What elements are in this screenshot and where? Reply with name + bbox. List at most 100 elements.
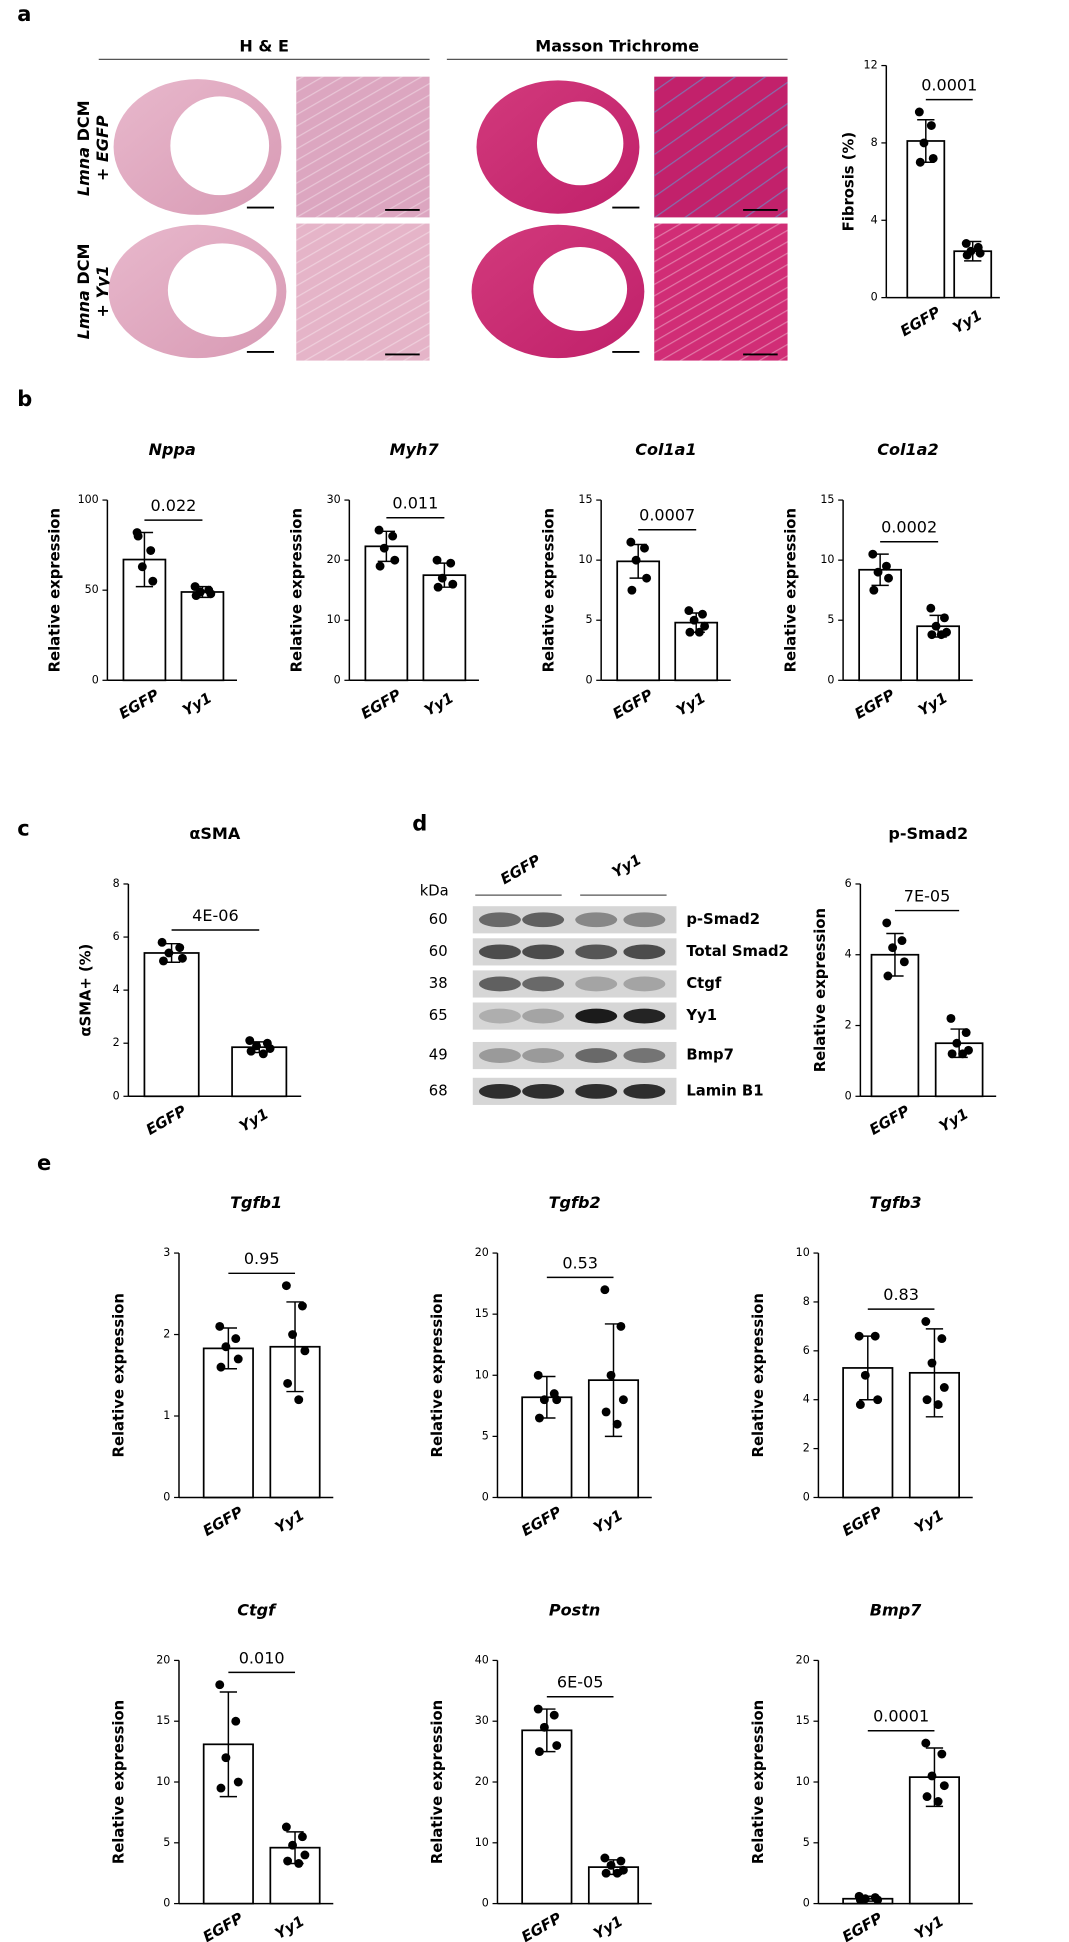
kda-value: 60 (429, 943, 448, 960)
data-point (939, 1781, 949, 1791)
data-point (258, 1049, 268, 1059)
data-point (606, 1370, 616, 1380)
data-point (616, 1321, 626, 1331)
chart: 0 1 2 3 Tgfb1 Relative expression EGFP Yy1 0.95 (111, 1193, 334, 1540)
band (522, 1083, 565, 1099)
x-tick-label: EGFP (867, 1102, 913, 1138)
y-tick-label: 0 (585, 673, 592, 686)
data-point (533, 1370, 543, 1380)
p-value: 0.95 (244, 1249, 280, 1268)
y-axis-label: Relative expression (540, 508, 557, 672)
y-tick-label: 10 (327, 613, 341, 626)
y-tick-label: 5 (163, 1836, 170, 1849)
panel-label: a (17, 2, 31, 26)
y-axis-label: Relative expression (429, 1293, 446, 1457)
data-point (539, 1722, 549, 1732)
y-tick-label: 8 (113, 877, 120, 890)
data-point (685, 627, 695, 637)
data-point (175, 943, 185, 953)
data-point (246, 1046, 256, 1056)
bar (364, 545, 409, 682)
chart: 0 10 20 30 Myh7 Relative expression EGFP Yy1 0.0… (288, 440, 479, 723)
data-point (961, 1028, 971, 1038)
p-value: 0.0001 (921, 76, 977, 95)
band (478, 976, 521, 992)
data-point (133, 531, 143, 541)
chart-title: Postn (549, 1601, 600, 1620)
band (522, 1008, 565, 1024)
cavity (170, 96, 270, 196)
data-point (446, 558, 456, 568)
bar (858, 568, 902, 682)
data-point (915, 157, 925, 167)
chart: 0 50 100 Nppa Relative expression EGFP Yy1 0.02… (47, 440, 238, 723)
y-tick-label: 6 (845, 877, 852, 890)
chart: 0 2 4 6 p-Smad2 Relative expression EGFP Yy1 7E-… (812, 824, 997, 1139)
band (522, 976, 565, 992)
y-tick-label: 10 (578, 553, 592, 566)
kda-label: kDa (420, 882, 449, 899)
x-tick-label: EGFP (519, 1503, 565, 1539)
stain-header: H & E (239, 37, 289, 56)
y-tick-label: 10 (156, 1775, 170, 1788)
band (575, 1083, 618, 1099)
data-point (933, 1400, 943, 1410)
chart: 0 2 4 6 8 αSMA αSMA+ (%) EGFP Yy1 4E-06 (77, 824, 302, 1139)
row-label: Lmna DCM (73, 244, 92, 340)
y-tick-label: 20 (475, 1775, 489, 1788)
data-point (626, 537, 636, 547)
data-point (300, 1850, 310, 1860)
data-point (178, 953, 187, 963)
protein-label: Yy1 (685, 1007, 717, 1024)
stain-header: Masson Trichrome (535, 37, 699, 56)
data-point (860, 1370, 870, 1380)
data-point (616, 1856, 626, 1866)
data-point (612, 1419, 622, 1429)
p-value: 0.0002 (881, 518, 937, 537)
y-axis-label: Relative expression (429, 1700, 446, 1864)
band (575, 976, 618, 992)
scale-bars (246, 206, 778, 356)
band (575, 1008, 618, 1024)
band (478, 912, 521, 928)
y-tick-label: 8 (803, 1295, 810, 1308)
y-tick-label: 10 (475, 1836, 489, 1849)
data-point (975, 248, 985, 258)
lane-group-label: EGFP (498, 852, 544, 888)
bar (180, 591, 225, 682)
band (623, 912, 666, 928)
x-tick-label: EGFP (358, 686, 404, 722)
data-point (146, 546, 156, 555)
x-tick-label: Yy1 (591, 1913, 626, 1942)
data-point (914, 107, 924, 117)
data-point (231, 1334, 241, 1344)
data-point (940, 613, 949, 623)
data-point (300, 1346, 310, 1356)
y-tick-label: 4 (113, 983, 120, 996)
panel-label: c (17, 817, 29, 841)
x-tick-label: Yy1 (237, 1106, 272, 1136)
data-point (958, 1049, 968, 1059)
data-point (936, 630, 946, 640)
band (478, 1008, 521, 1024)
x-tick-label: Yy1 (912, 1913, 947, 1942)
bar (202, 1347, 254, 1499)
x-tick-label: EGFP (143, 1102, 189, 1138)
data-point (158, 956, 168, 966)
y-tick-label: 20 (156, 1653, 170, 1666)
chart: 0 2 4 6 8 10 Tgfb3 Relative expression EGFP Yy1 0.… (750, 1193, 973, 1540)
data-point (854, 1331, 864, 1341)
band (575, 912, 618, 928)
data-point (148, 576, 158, 586)
x-tick-label: Yy1 (272, 1913, 307, 1942)
data-point (221, 1342, 231, 1352)
data-point (882, 918, 892, 928)
kda-value: 38 (429, 975, 448, 992)
y-axis-label: Fibrosis (%) (840, 132, 857, 231)
data-point (698, 609, 707, 619)
kda-value: 65 (429, 1007, 448, 1024)
data-point (873, 1895, 883, 1905)
x-tick-label: EGFP (610, 686, 656, 722)
protein-label: Lamin B1 (686, 1082, 763, 1099)
data-point (868, 549, 878, 559)
